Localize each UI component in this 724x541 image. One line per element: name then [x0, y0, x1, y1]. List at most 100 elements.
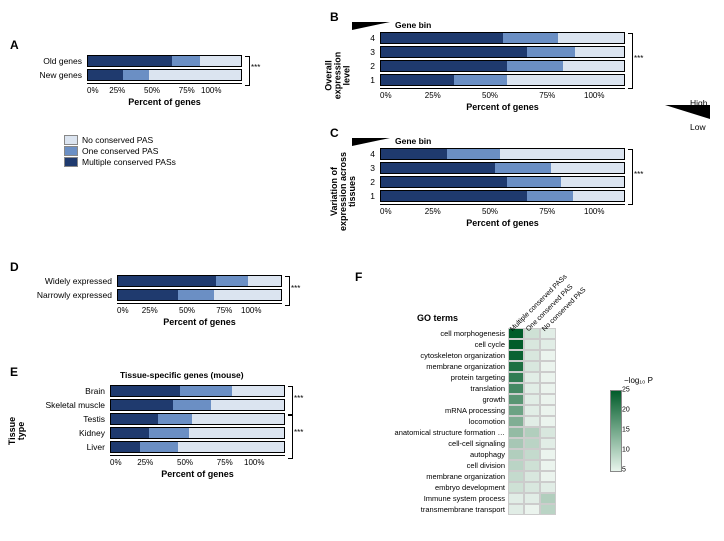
sig-b: *** [634, 54, 643, 63]
bracket-b [628, 33, 633, 89]
sig-e1: *** [294, 394, 303, 403]
heatmap-row-label: autophagy [370, 450, 508, 459]
bar-segment [123, 70, 149, 80]
gene-bin-b: Gene bin [395, 20, 431, 30]
heatmap-row-label: growth [370, 395, 508, 404]
heatmap-row: protein targeting [370, 372, 556, 383]
bar-row: New genes [22, 69, 242, 81]
bar-segment [551, 163, 624, 173]
heatmap-row-label: membrane organization [370, 362, 508, 371]
bar-segment [495, 163, 551, 173]
heatmap-cell [508, 394, 524, 405]
colorbar-tick: 10 [622, 447, 630, 454]
heatmap-cell [540, 482, 556, 493]
heatmap-cell [524, 394, 540, 405]
tick: 50% [482, 91, 498, 100]
bar-track [380, 148, 625, 160]
heatmap-row-label: cell division [370, 461, 508, 470]
bar-track [380, 46, 625, 58]
bar-category: Skeletal muscle [35, 400, 110, 410]
colorbar-tick: 20 [622, 407, 630, 414]
tick: 25% [425, 91, 441, 100]
heatmap-row: Immune system process [370, 493, 556, 504]
bar-segment [447, 149, 500, 159]
bar-category: Testis [35, 414, 110, 424]
heatmap-row-label: protein targeting [370, 373, 508, 382]
bar-category: 2 [365, 177, 380, 187]
gene-bin-c: Gene bin [395, 136, 431, 146]
tick: 25% [142, 306, 158, 315]
panel-e-chart: BrainSkeletal muscleTestisKidneyLiver 0%… [35, 385, 285, 479]
heatmap-cell [508, 372, 524, 383]
bar-row: 1 [365, 74, 625, 86]
bar-row: 2 [365, 176, 625, 188]
xlabel-e: Percent of genes [110, 469, 285, 479]
heatmap-cell [524, 504, 540, 515]
bar-segment [178, 442, 284, 452]
tick: 25% [137, 458, 153, 467]
bar-segment [118, 290, 178, 300]
bar-segment [507, 177, 560, 187]
heatmap-cell [540, 449, 556, 460]
heatmap-cell [540, 383, 556, 394]
tick: 50% [482, 207, 498, 216]
heatmap-cell [540, 372, 556, 383]
heatmap-cell [540, 394, 556, 405]
bar-track [380, 74, 625, 86]
bar-track [117, 289, 282, 301]
bar-row: 3 [365, 46, 625, 58]
tick: 100% [584, 91, 604, 100]
bracket-a [245, 56, 250, 86]
bar-track [110, 399, 285, 411]
bar-category: Widely expressed [22, 276, 117, 286]
bar-segment [561, 177, 624, 187]
title-e: Tissue-specific genes (mouse) [120, 370, 244, 380]
panel-a-label: A [10, 38, 19, 52]
bar-category: New genes [22, 70, 87, 80]
bracket-c [628, 149, 633, 205]
bar-segment [507, 75, 624, 85]
heatmap-row: cytoskeleton organization [370, 350, 556, 361]
heatmap-cell [540, 460, 556, 471]
bar-segment [527, 47, 576, 57]
axis-b: 0% 25% 50% 75% 100% [380, 88, 625, 100]
legend-swatch [64, 146, 78, 156]
bar-segment [563, 61, 624, 71]
heatmap-cell [540, 493, 556, 504]
tick: 25% [425, 207, 441, 216]
tick: 100% [201, 86, 221, 95]
heatmap-cell [540, 427, 556, 438]
heatmap-cell [524, 361, 540, 372]
sig-e2: *** [294, 428, 303, 437]
bar-row: Narrowly expressed [22, 289, 282, 301]
heatmap-cell [508, 339, 524, 350]
sig-c: *** [634, 170, 643, 179]
axis-a: 0% 25% 50% 75% 100% [87, 83, 242, 95]
bar-category: Old genes [22, 56, 87, 66]
heatmap-row: translation [370, 383, 556, 394]
ylabel-b: Overall expression level [324, 52, 351, 100]
bar-segment [149, 70, 241, 80]
panel-a-chart: Old genesNew genes 0% 25% 50% 75% 100% P… [22, 55, 242, 107]
bar-segment [575, 47, 624, 57]
heatmap-row-label: cell cycle [370, 340, 508, 349]
bar-category: Kidney [35, 428, 110, 438]
legend-item: No conserved PAS [64, 135, 176, 145]
bar-category: 4 [365, 33, 380, 43]
heatmap-row-label: anatomical structure formation … [370, 428, 508, 437]
legend-label: No conserved PAS [82, 135, 153, 145]
heatmap-row: growth [370, 394, 556, 405]
legend-label: Multiple conserved PASs [82, 157, 176, 167]
bracket-e1 [288, 386, 293, 415]
heatmap-row-label: locomotion [370, 417, 508, 426]
heatmap-cell [508, 383, 524, 394]
panel-c-chart: 4321 0% 25% 50% 75% 100% Percent of gene… [365, 148, 625, 228]
heatmap-row: locomotion [370, 416, 556, 427]
colorbar: 252015105 −log₁₀ P [610, 390, 620, 470]
heatmap-cell [508, 350, 524, 361]
bar-segment [211, 400, 284, 410]
heatmap-cell [508, 460, 524, 471]
triangle-c [352, 138, 390, 146]
bar-segment [232, 386, 284, 396]
bar-segment [454, 75, 507, 85]
